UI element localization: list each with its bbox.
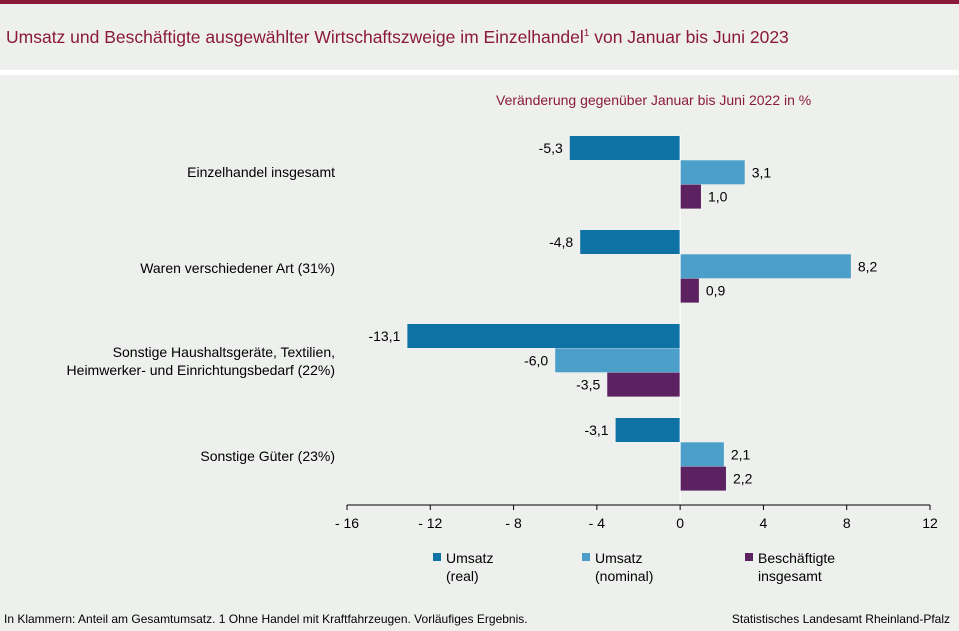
source-credit: Statistisches Landesamt Rheinland-Pfalz bbox=[731, 612, 950, 626]
data-label: -3,5 bbox=[576, 377, 600, 393]
legend-swatch-umsatz-nominal bbox=[582, 553, 590, 561]
top-accent-bar bbox=[0, 0, 959, 4]
x-tick-label: 4 bbox=[760, 515, 768, 531]
bar bbox=[680, 278, 699, 303]
category-label-haushaltsgeraete: Sonstige Haushaltsgeräte, Textilien, Heim… bbox=[66, 344, 335, 378]
chart-subtitle: Veränderung gegenüber Januar bis Juni 20… bbox=[496, 92, 812, 108]
bar bbox=[569, 136, 681, 160]
x-tick-label: - 16 bbox=[335, 515, 359, 531]
category-label-einzelhandel: Einzelhandel insgesamt bbox=[187, 164, 335, 180]
data-label: -13,1 bbox=[368, 328, 400, 344]
x-tick-label: 0 bbox=[676, 515, 684, 531]
bar bbox=[680, 442, 724, 467]
data-label: -6,0 bbox=[524, 352, 548, 368]
category-label-sonstige-gueter: Sonstige Güter (23%) bbox=[200, 448, 335, 464]
data-label: 2,1 bbox=[731, 446, 751, 462]
bar bbox=[615, 418, 681, 442]
category-label-waren: Waren verschiedener Art (31%) bbox=[140, 260, 335, 276]
x-tick-label: - 8 bbox=[505, 515, 522, 531]
legend-swatch-umsatz-real bbox=[433, 553, 441, 561]
bar bbox=[407, 324, 681, 348]
legend-swatch-beschaeftigte bbox=[745, 553, 753, 561]
bar bbox=[680, 466, 726, 491]
footnote: In Klammern: Anteil am Gesamtumsatz. 1 O… bbox=[4, 612, 528, 626]
chart-title: Umsatz und Beschäftigte ausgewählter Wir… bbox=[6, 27, 789, 47]
bar bbox=[580, 230, 681, 254]
data-label: 0,9 bbox=[706, 283, 726, 299]
bar bbox=[607, 372, 681, 397]
bar bbox=[680, 160, 745, 185]
bar bbox=[680, 184, 701, 209]
x-tick-label: 8 bbox=[843, 515, 851, 531]
data-label: 3,1 bbox=[752, 164, 772, 180]
title-separator bbox=[0, 70, 959, 75]
bar bbox=[555, 348, 681, 373]
x-tick-label: - 4 bbox=[589, 515, 606, 531]
data-label: -3,1 bbox=[584, 422, 608, 438]
x-tick-label: 12 bbox=[922, 515, 938, 531]
data-label: 2,2 bbox=[733, 471, 753, 487]
x-tick-label: - 12 bbox=[418, 515, 442, 531]
data-label: 8,2 bbox=[858, 258, 878, 274]
data-label: 1,0 bbox=[708, 189, 728, 205]
bar bbox=[680, 254, 851, 279]
data-label: -4,8 bbox=[549, 234, 573, 250]
data-label: -5,3 bbox=[539, 140, 563, 156]
